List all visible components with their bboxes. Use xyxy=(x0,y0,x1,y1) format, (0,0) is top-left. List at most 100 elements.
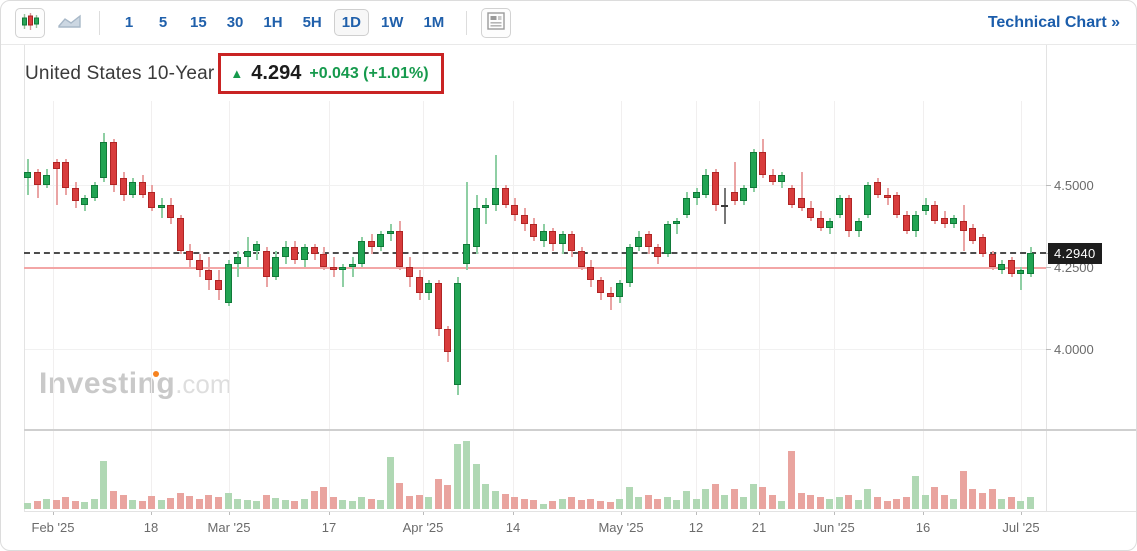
volume-bar xyxy=(291,501,299,509)
volume-bar xyxy=(205,495,213,509)
candle xyxy=(931,204,939,222)
timeframe-30[interactable]: 30 xyxy=(219,9,252,36)
volume-bar xyxy=(472,464,480,509)
volume-bar xyxy=(568,497,576,509)
volume-bar xyxy=(1017,501,1025,509)
volume-bar xyxy=(835,497,843,509)
timeframe-15[interactable]: 15 xyxy=(182,9,215,36)
volume-bar xyxy=(625,487,633,509)
volume-bar xyxy=(272,498,280,509)
x-tick-label: 17 xyxy=(321,520,337,535)
candle-wick xyxy=(733,162,736,205)
volume-bar xyxy=(195,499,203,509)
watermark-brand: Investing xyxy=(39,367,176,400)
candle xyxy=(673,221,681,225)
volume-bar xyxy=(597,501,604,509)
candle xyxy=(644,234,652,248)
volume-bar xyxy=(24,503,31,509)
candle xyxy=(434,283,442,330)
up-arrow-icon: ▲ xyxy=(230,66,244,81)
volume-bar xyxy=(109,491,117,509)
candle xyxy=(768,175,776,182)
candle xyxy=(577,250,585,267)
candle xyxy=(597,280,604,294)
volume-bar xyxy=(606,502,614,509)
volume-bar xyxy=(912,476,920,509)
x-axis-tick xyxy=(151,511,152,515)
x-axis-tick xyxy=(53,511,54,515)
candle xyxy=(33,171,41,185)
volume-bar xyxy=(71,501,79,509)
pane-separator xyxy=(24,429,1136,431)
timeframe-5h[interactable]: 5H xyxy=(295,9,330,36)
candle xyxy=(234,257,242,264)
volume-bar xyxy=(129,500,137,509)
candle xyxy=(979,237,986,254)
volume-bar xyxy=(300,499,308,509)
x-tick-label: 21 xyxy=(751,520,767,535)
candle xyxy=(883,194,891,199)
candle xyxy=(472,207,480,248)
candle xyxy=(224,263,232,304)
volume-bar xyxy=(969,489,977,509)
volume-bar xyxy=(224,493,232,509)
volume-bar xyxy=(577,500,585,509)
timeframe-1w[interactable]: 1W xyxy=(373,9,412,36)
volume-bar xyxy=(62,497,70,509)
candle xyxy=(950,217,958,225)
volume-bar xyxy=(386,457,394,509)
x-axis-tick xyxy=(423,511,424,515)
candle xyxy=(444,329,452,353)
volume-bar xyxy=(434,479,442,509)
area-chart-button[interactable] xyxy=(55,7,85,38)
timeframe-5[interactable]: 5 xyxy=(148,9,178,36)
volume-bar xyxy=(654,499,662,509)
x-tick-label: Mar '25 xyxy=(207,520,251,535)
technical-chart-link[interactable]: Technical Chart » xyxy=(987,13,1120,31)
timeframe-1d[interactable]: 1D xyxy=(333,9,369,36)
y-axis-tick xyxy=(1046,267,1051,268)
volume-bar xyxy=(721,495,729,509)
volume-bar xyxy=(415,495,423,509)
volume-bar xyxy=(644,495,652,509)
x-tick-label: 14 xyxy=(505,520,521,535)
candle xyxy=(845,198,853,231)
candle xyxy=(329,267,337,271)
x-tick-label: Jul '25 xyxy=(1002,520,1040,535)
candle xyxy=(539,230,547,241)
timeframe-1h[interactable]: 1H xyxy=(255,9,290,36)
grid-line xyxy=(24,185,1046,186)
candle xyxy=(320,253,328,267)
volume-bar xyxy=(778,501,786,509)
y-tick-label: 4.5000 xyxy=(1054,178,1094,193)
y-axis-tick xyxy=(1046,185,1051,186)
candle xyxy=(682,198,690,215)
candle xyxy=(635,237,643,248)
candle xyxy=(988,253,996,267)
candle xyxy=(969,227,977,241)
news-panel-button[interactable] xyxy=(481,7,512,38)
last-price: 4.294 xyxy=(251,62,302,84)
candle xyxy=(262,250,270,277)
candlestick-chart-button[interactable] xyxy=(15,7,45,38)
volume-bar xyxy=(367,499,375,509)
volume-bar xyxy=(491,491,499,509)
watermark-tld: .com xyxy=(175,369,232,399)
timeframe-1m[interactable]: 1M xyxy=(415,9,452,36)
candle-wick xyxy=(1020,267,1023,290)
toolbar-divider xyxy=(99,10,100,35)
timeframe-1[interactable]: 1 xyxy=(114,9,144,36)
grid-line xyxy=(24,349,1046,350)
volume-bar xyxy=(262,495,270,509)
volume-bar xyxy=(740,497,748,509)
candle xyxy=(425,283,433,294)
candle-wick xyxy=(466,181,469,271)
volume-bar xyxy=(673,500,681,509)
grid-line xyxy=(621,101,622,509)
grid-line xyxy=(759,101,760,509)
volume-bar xyxy=(959,471,967,509)
volume-bar xyxy=(310,491,318,509)
candle xyxy=(854,221,862,231)
candle xyxy=(358,240,366,264)
